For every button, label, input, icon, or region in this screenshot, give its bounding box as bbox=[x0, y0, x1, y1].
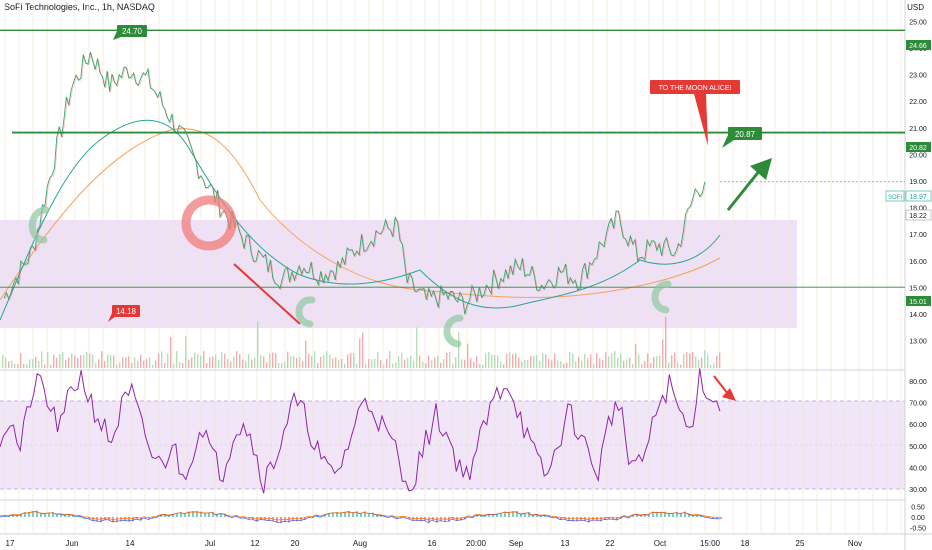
current-symbol: SOFI bbox=[888, 195, 902, 201]
rsi-tick-label: 50.00 bbox=[909, 444, 927, 451]
time-tick-label: 22 bbox=[606, 539, 615, 548]
price-tick-label: 15.00 bbox=[909, 285, 927, 292]
time-tick-label: 16 bbox=[428, 539, 437, 548]
time-tick-label: Oct bbox=[654, 539, 667, 548]
macd-tick-label: 0.50 bbox=[911, 504, 925, 511]
level-tag-20-82: 20.82 bbox=[906, 142, 931, 152]
label-14-18-text: 14.18 bbox=[116, 307, 137, 316]
current-price: 18.97 bbox=[909, 194, 927, 201]
price-series bbox=[3, 51, 706, 316]
label-24-70: 24.70 bbox=[113, 25, 147, 40]
time-tick-label: Jun bbox=[66, 539, 79, 548]
time-tick-label: Nov bbox=[848, 539, 862, 548]
chart-title: SoFi Technologies, Inc., 1h, NASDAQ bbox=[4, 2, 155, 12]
level-tag-24-66-text: 24.66 bbox=[909, 43, 927, 50]
price-tick-label: 13.00 bbox=[909, 339, 927, 346]
rsi-tick-label: 30.00 bbox=[909, 487, 927, 494]
time-tick-label: 18 bbox=[741, 539, 750, 548]
time-tick-label: Aug bbox=[353, 539, 367, 548]
price-tick-label: 18.00 bbox=[909, 206, 927, 213]
rsi-tick-label: 70.00 bbox=[909, 401, 927, 408]
rsi-tick-label: 40.00 bbox=[909, 466, 927, 473]
time-tick-label: 14 bbox=[126, 539, 135, 548]
price-tick-label: 20.00 bbox=[909, 152, 927, 159]
rsi-tick-label: 80.00 bbox=[909, 379, 927, 386]
macd-line bbox=[0, 511, 720, 523]
macd-tick-label: 0.00 bbox=[911, 515, 925, 522]
time-tick-label: 17 bbox=[6, 539, 15, 548]
time-tick-label: 20:00 bbox=[466, 539, 487, 548]
current-price-tag: SOFI 18.97 bbox=[885, 190, 932, 202]
label-20-87-text: 20.87 bbox=[735, 130, 756, 139]
time-tick-label: 25 bbox=[796, 539, 805, 548]
macd-tick-label: -0.50 bbox=[910, 526, 926, 533]
time-tick-label: Sep bbox=[509, 539, 524, 548]
price-tick-label: 23.00 bbox=[909, 73, 927, 80]
red-trend-line bbox=[233, 263, 301, 325]
macd-axis: 0.50 0.00 -0.50 bbox=[910, 504, 926, 532]
time-axis: 17 Jun 14 Jul 12 20 Aug 16 20:00 Sep 13 22 Oct 15:00 1… bbox=[6, 539, 863, 548]
level-tag-15-01: 15.01 bbox=[906, 296, 931, 306]
label-20-87: 20.87 bbox=[722, 127, 762, 148]
price-tick-label: 19.00 bbox=[909, 179, 927, 186]
marker-price-tag: 18.22 bbox=[905, 209, 932, 221]
signal-line bbox=[0, 511, 720, 521]
level-tag-24-66: 24.66 bbox=[906, 40, 931, 50]
price-tick-label: 22.00 bbox=[909, 99, 927, 106]
price-line-shadow bbox=[4, 53, 706, 316]
rsi-line bbox=[0, 368, 721, 494]
time-tick-label: 12 bbox=[251, 539, 260, 548]
price-tick-label: 16.00 bbox=[909, 259, 927, 266]
ma-long-line bbox=[0, 128, 721, 301]
circle-annotation bbox=[181, 195, 237, 251]
time-tick-label: 20 bbox=[291, 539, 300, 548]
vertical-gridlines bbox=[4, 0, 902, 534]
price-tick-label: 25.00 bbox=[909, 19, 927, 26]
label-24-70-text: 24.70 bbox=[122, 27, 143, 36]
rsi-axis: 80.00 70.00 60.00 50.00 40.00 30.00 bbox=[909, 379, 927, 494]
red-down-arrow bbox=[713, 375, 736, 401]
price-tick-label: 14.00 bbox=[909, 312, 927, 319]
volume-bars bbox=[2, 316, 721, 368]
macd-panel bbox=[0, 510, 722, 524]
level-tag-15-01-text: 15.01 bbox=[909, 299, 927, 306]
time-tick-label: 13 bbox=[561, 539, 570, 548]
price-tick-label: 17.00 bbox=[909, 232, 927, 239]
price-tick-label: 21.00 bbox=[909, 126, 927, 133]
rsi-tick-label: 60.00 bbox=[909, 422, 927, 429]
label-14-18: 14.18 bbox=[108, 305, 140, 322]
moon-callout: TO THE MOON ALICE! bbox=[650, 80, 740, 146]
time-tick-label: 15:00 bbox=[700, 539, 721, 548]
green-c-markers bbox=[28, 206, 672, 348]
time-tick-label: Jul bbox=[205, 539, 215, 548]
marker-price: 18.22 bbox=[909, 213, 927, 220]
currency-label: USD bbox=[907, 3, 924, 12]
green-up-arrow bbox=[726, 158, 772, 211]
moon-callout-text: TO THE MOON ALICE! bbox=[659, 85, 732, 92]
level-tag-20-82-text: 20.82 bbox=[909, 145, 927, 152]
